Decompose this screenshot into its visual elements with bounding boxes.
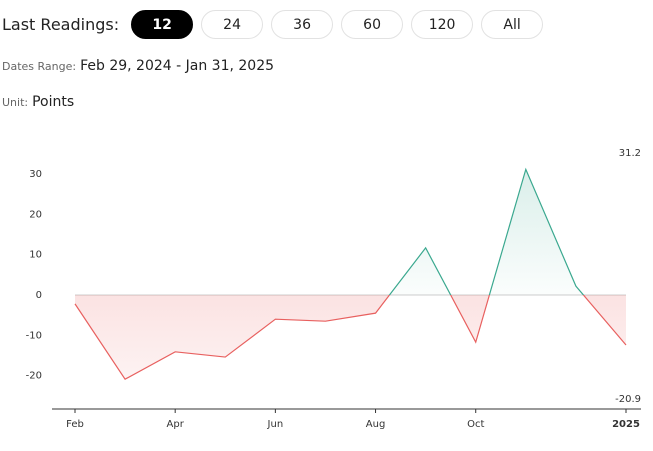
max-label: 31.2: [619, 148, 641, 159]
range-button[interactable]: 120: [411, 10, 474, 39]
range-button[interactable]: 60: [341, 10, 404, 39]
dates-row: Dates Range: Feb 29, 2024 - Jan 31, 2025: [2, 58, 274, 74]
dates-label: Dates Range:: [2, 59, 77, 73]
readings-bar: Last Readings: 12 24 36 60 120 All: [2, 10, 551, 39]
x-tick-label: Oct: [467, 419, 484, 430]
x-tick-label: Apr: [167, 419, 185, 430]
range-button[interactable]: 36: [271, 10, 334, 39]
y-tick-label: 0: [36, 290, 42, 301]
x-tick-label: 2025: [612, 419, 640, 430]
y-tick-label: 20: [29, 209, 42, 220]
area-positive: [389, 169, 584, 296]
min-label: -20.9: [615, 394, 641, 405]
range-button[interactable]: 24: [201, 10, 264, 39]
range-button[interactable]: All: [481, 10, 544, 39]
unit-row: Unit: Points: [2, 94, 74, 110]
range-button[interactable]: 12: [131, 10, 194, 39]
dates-value: Feb 29, 2024 - Jan 31, 2025: [80, 58, 275, 74]
x-tick-label: Feb: [66, 419, 84, 430]
readings-label: Last Readings:: [2, 15, 120, 34]
x-tick-label: Jun: [267, 419, 284, 430]
line-positive: [388, 167, 585, 296]
area-negative: [75, 295, 626, 380]
line-negative: [74, 295, 627, 380]
unit-label: Unit:: [2, 95, 29, 109]
x-tick-label: Aug: [366, 419, 386, 430]
y-tick-label: -10: [26, 330, 42, 341]
y-tick-label: 30: [29, 169, 42, 180]
y-tick-label: -20: [26, 371, 42, 382]
y-tick-label: 10: [29, 250, 42, 261]
unit-value: Points: [32, 94, 75, 110]
